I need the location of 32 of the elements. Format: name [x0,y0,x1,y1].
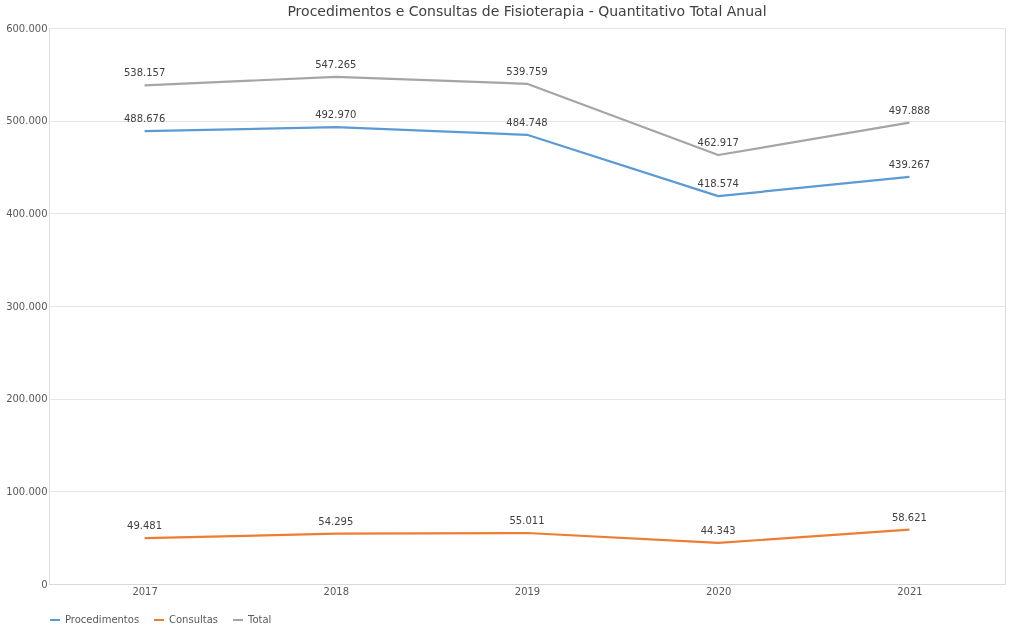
x-tick-label: 2018 [323,585,350,597]
data-label: 484.748 [506,116,548,128]
data-label: 439.267 [888,158,931,170]
data-label: 547.265 [315,58,357,70]
data-label: 418.574 [697,178,739,190]
data-label: 55.011 [509,515,545,527]
x-tick-label: 2017 [132,585,158,597]
y-tick-label: 300.000 [6,300,48,312]
y-tick-label: 100.000 [6,485,48,497]
data-label: 538.157 [123,67,166,79]
data-label: 488.676 [123,113,166,125]
legend-label: Consultas [169,614,219,625]
y-tick-label: 200.000 [6,393,48,405]
data-label: 58.621 [891,511,927,523]
y-tick-label: 600.000 [6,22,48,34]
legend-label: Total [247,614,272,625]
data-label: 492.970 [315,109,357,121]
data-label: 462.917 [697,137,739,149]
x-tick-label: 2020 [705,585,732,597]
x-tick-label: 2021 [897,585,923,597]
line-series [143,528,911,545]
data-label: 54.295 [318,515,354,527]
y-tick-label: 0 [41,578,48,590]
data-label: 44.343 [700,524,736,536]
chart-title: Procedimentos e Consultas de Fisioterapia - Quantitativo Total Anual [287,3,767,19]
data-label: 497.888 [888,104,931,116]
data-label: 539.759 [506,65,548,77]
y-tick-label: 500.000 [6,115,48,127]
legend-label: Procedimentos [65,614,140,625]
data-label: 49.481 [127,520,163,532]
y-tick-label: 400.000 [6,207,48,219]
x-tick-label: 2019 [514,585,541,597]
